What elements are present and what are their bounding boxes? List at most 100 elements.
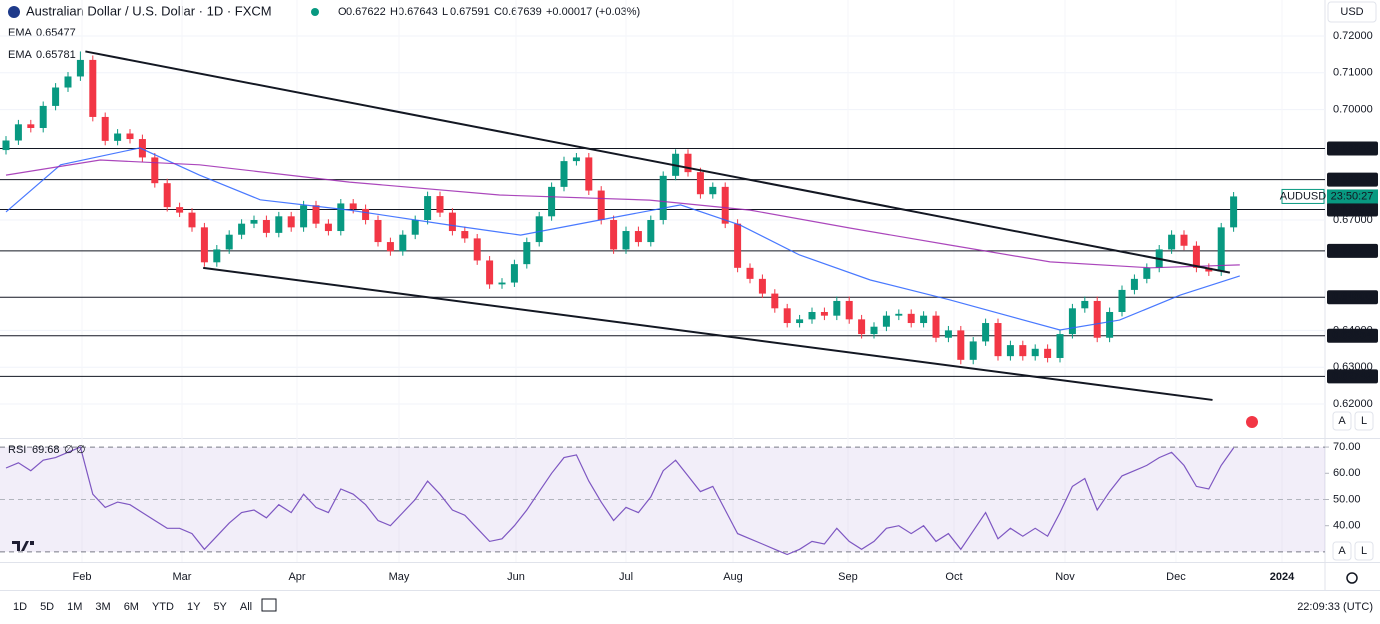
candle-body <box>64 76 72 88</box>
candle-body <box>796 319 804 324</box>
level-label: 0.63854 <box>1332 330 1373 342</box>
range-button[interactable]: 3M <box>95 601 110 613</box>
candle-body <box>1230 196 1238 228</box>
rsi-tick-label: 60.00 <box>1333 467 1361 479</box>
scale-button[interactable] <box>1354 541 1374 561</box>
candle-body <box>312 205 320 224</box>
candle-body <box>560 161 568 187</box>
candle-body <box>684 153 692 173</box>
range-button[interactable]: 6M <box>124 601 139 613</box>
candle-body <box>275 216 283 233</box>
candle-body <box>758 278 766 294</box>
ohlc-value: 0.67643 <box>398 6 438 18</box>
candle-body <box>138 139 146 158</box>
candle-body <box>734 223 742 268</box>
event-flag[interactable] <box>1246 416 1258 428</box>
scale-button[interactable] <box>1354 411 1374 431</box>
candle-body <box>163 183 171 208</box>
candle-body <box>510 264 518 283</box>
candle-body <box>1130 278 1138 290</box>
candle-body <box>1081 300 1089 309</box>
price-tick-label: 0.62000 <box>1333 398 1373 410</box>
level-badge <box>1327 369 1378 384</box>
candle-body <box>114 133 122 141</box>
candle-body <box>200 227 208 263</box>
time-tick-label: Aug <box>723 571 743 583</box>
calendar-icon[interactable] <box>261 598 277 612</box>
rsi-readout: 69.68 <box>32 444 60 456</box>
range-button[interactable]: 1M <box>67 601 82 613</box>
candle-body <box>907 313 915 324</box>
range-button[interactable]: YTD <box>152 601 174 613</box>
level-label: 0.68096 <box>1332 174 1372 186</box>
candle-body <box>362 208 370 220</box>
candle-body <box>300 205 308 228</box>
scale-button-label: L <box>1361 415 1367 427</box>
candle-body <box>696 172 704 195</box>
price-tick-label: 0.67000 <box>1333 214 1373 226</box>
candle-body <box>1168 234 1176 250</box>
candle-body <box>982 323 990 342</box>
rsi-tick-label: 70.00 <box>1333 441 1361 453</box>
level-label: 0.62749 <box>1332 370 1372 382</box>
ema-line <box>5 147 1240 331</box>
range-button[interactable]: All <box>240 601 252 613</box>
candle-body <box>188 212 196 228</box>
range-button[interactable]: 5D <box>40 601 54 613</box>
candle-body <box>659 175 667 220</box>
rsi-readout-extra: ∅ <box>64 444 74 456</box>
candle-body <box>151 157 159 184</box>
chart-title: Australian Dollar / U.S. Dollar · 1D · F… <box>26 3 272 18</box>
candle-body <box>39 105 47 128</box>
scale-button-label: A <box>1338 545 1346 557</box>
price-badge <box>1327 189 1378 204</box>
time-tick-label: Mar <box>172 571 191 583</box>
candle-body <box>374 219 382 243</box>
rsi-tick-label: 40.00 <box>1333 520 1361 532</box>
range-button[interactable]: 5Y <box>213 601 227 613</box>
time-tick-label: Sep <box>838 571 858 583</box>
candle-body <box>1217 227 1225 272</box>
indicator-value: 0.65477 <box>36 27 76 39</box>
candle-body <box>944 330 952 338</box>
currency-label: USD <box>1340 6 1363 18</box>
level-badge <box>1327 141 1378 156</box>
candle-body <box>399 234 407 252</box>
time-tick-label: Nov <box>1055 571 1075 583</box>
candle-body <box>76 59 84 77</box>
candle-body <box>548 186 556 217</box>
candle-body <box>337 203 345 232</box>
ohlc-label: C <box>494 6 502 18</box>
time-tick-label: Oct <box>945 571 962 583</box>
candle-body <box>1031 348 1039 357</box>
candle-body <box>386 242 394 252</box>
candle-body <box>1118 289 1126 312</box>
level-badge <box>1327 328 1378 343</box>
scale-button[interactable] <box>1332 541 1352 561</box>
currency-button[interactable] <box>1327 1 1377 23</box>
candle-body <box>820 311 828 316</box>
price-tick-label: 0.70000 <box>1333 103 1373 115</box>
candle-body <box>709 186 717 195</box>
candle-body <box>262 219 270 233</box>
time-tick-label: Apr <box>288 571 305 583</box>
candle-body <box>27 124 35 128</box>
level-label: 0.67286 <box>1332 203 1372 215</box>
candle-body <box>535 216 543 243</box>
candle-body <box>808 311 816 320</box>
candle-body <box>2 140 10 151</box>
candle-body <box>1019 345 1027 357</box>
candle-body <box>721 186 729 224</box>
range-button[interactable]: 1Y <box>187 601 201 613</box>
candle-body <box>523 242 531 265</box>
scale-button[interactable] <box>1332 411 1352 431</box>
candle-body <box>1068 308 1076 335</box>
candle-body <box>448 212 456 232</box>
time-tick-label: 2024 <box>1270 571 1295 583</box>
range-button[interactable]: 1D <box>13 601 27 613</box>
rsi-line <box>5 446 1235 556</box>
candle-body <box>486 260 494 285</box>
candle-body <box>833 300 841 316</box>
settings-icon[interactable] <box>1346 572 1358 584</box>
